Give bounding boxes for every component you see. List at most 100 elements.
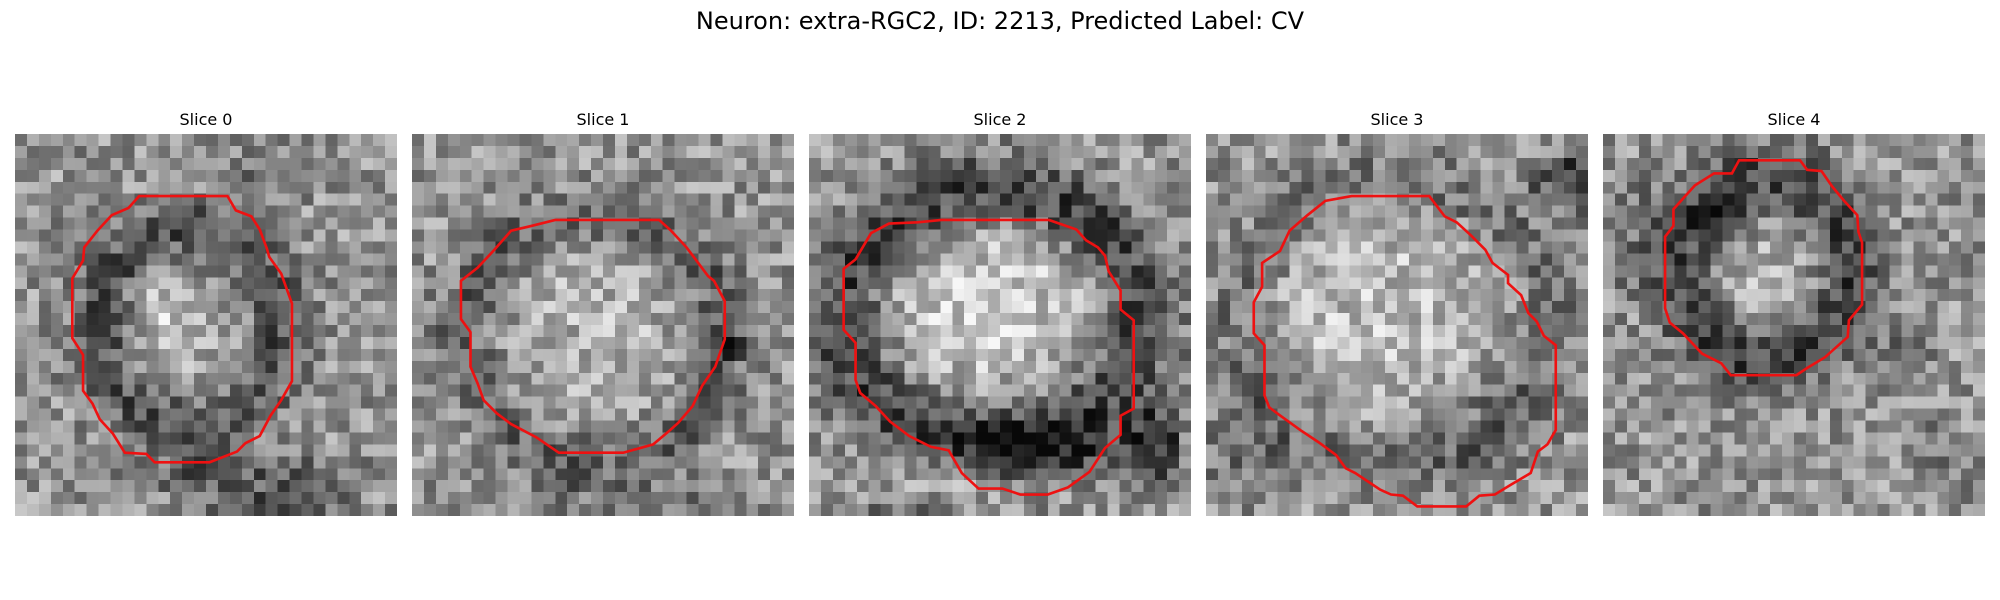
pixel: [1686, 432, 1699, 445]
pixel: [650, 336, 663, 350]
pixel: [782, 504, 794, 516]
pixel: [1035, 313, 1048, 326]
pixel: [373, 301, 386, 314]
pixel: [206, 134, 219, 147]
pixel: [698, 336, 711, 350]
pixel: [1949, 360, 1962, 373]
pixel: [1143, 277, 1156, 290]
pixel: [1432, 408, 1445, 421]
pixel: [38, 241, 52, 254]
pixel: [638, 289, 651, 302]
pixel: [1277, 277, 1290, 290]
pixel: [650, 504, 663, 516]
pixel: [1420, 492, 1434, 505]
pixel: [1349, 157, 1362, 171]
pixel: [134, 372, 147, 385]
pixel: [1241, 336, 1254, 350]
pixel: [1865, 432, 1878, 445]
pixel: [134, 480, 147, 493]
pixel: [832, 134, 846, 147]
pixel: [1456, 396, 1469, 409]
pixel: [1698, 432, 1711, 445]
pixel: [1397, 229, 1410, 242]
pixel: [1782, 432, 1795, 445]
pixel: [1516, 372, 1529, 385]
pixel: [423, 384, 437, 397]
pixel: [253, 336, 266, 350]
pixel: [892, 444, 905, 457]
pixel: [579, 480, 592, 493]
pixel: [1973, 384, 1985, 397]
pixel: [1167, 408, 1180, 421]
pixel: [567, 253, 580, 266]
pixel: [74, 325, 87, 338]
pixel: [1650, 193, 1663, 206]
pixel: [1179, 432, 1191, 445]
pixel: [1071, 169, 1084, 182]
pixel: [543, 325, 556, 338]
pixel: [435, 205, 449, 218]
pixel: [1937, 289, 1950, 302]
pixel: [1167, 289, 1180, 302]
pixel: [1179, 253, 1191, 266]
pixel: [122, 408, 135, 421]
pixel: [1253, 420, 1266, 433]
pixel: [337, 325, 350, 338]
pixel: [1829, 193, 1842, 206]
pixel: [952, 145, 965, 159]
pixel: [1961, 181, 1974, 194]
pixel: [734, 504, 747, 516]
pixel: [1552, 289, 1565, 302]
pixel: [782, 480, 794, 493]
pixel: [1480, 396, 1493, 409]
pixel: [710, 492, 723, 505]
pixel: [1758, 145, 1771, 159]
pixel: [868, 372, 881, 385]
pixel: [1937, 181, 1950, 194]
pixel: [734, 360, 747, 373]
pixel: [170, 134, 183, 147]
pixel: [1155, 277, 1168, 290]
pixel: [674, 277, 687, 290]
pixel: [229, 492, 243, 505]
pixel: [832, 336, 846, 350]
pixel: [1432, 229, 1445, 242]
pixel: [337, 217, 350, 230]
pixel: [976, 456, 989, 469]
pixel: [758, 253, 771, 266]
pixel: [782, 408, 794, 421]
pixel: [1337, 169, 1350, 182]
pixel: [976, 348, 989, 362]
pixel: [904, 169, 917, 182]
pixel: [531, 456, 544, 469]
pixel: [734, 134, 747, 147]
pixel: [471, 134, 484, 147]
pixel: [686, 468, 699, 481]
pixel: [782, 396, 794, 409]
pixel: [1155, 265, 1168, 278]
pixel: [892, 372, 905, 385]
pixel: [1420, 432, 1434, 445]
pixel: [1528, 134, 1541, 147]
pixel: [1468, 134, 1481, 147]
pixel: [844, 360, 857, 373]
pixel: [1492, 205, 1505, 218]
pixel: [1059, 157, 1072, 171]
pixel: [1961, 325, 1974, 338]
pixel: [1047, 313, 1060, 326]
pixel: [412, 336, 425, 350]
pixel: [447, 145, 460, 159]
pixel: [1758, 217, 1771, 230]
pixel: [1576, 504, 1588, 516]
pixel: [62, 134, 75, 147]
pixel: [591, 193, 604, 206]
pixel: [134, 301, 147, 314]
pixel: [1614, 229, 1628, 242]
pixel: [1937, 229, 1950, 242]
pixel: [86, 134, 99, 147]
pixel: [1241, 480, 1254, 493]
pixel: [1961, 134, 1974, 147]
pixel: [217, 253, 231, 266]
pixel: [74, 468, 87, 481]
pixel: [928, 408, 941, 421]
